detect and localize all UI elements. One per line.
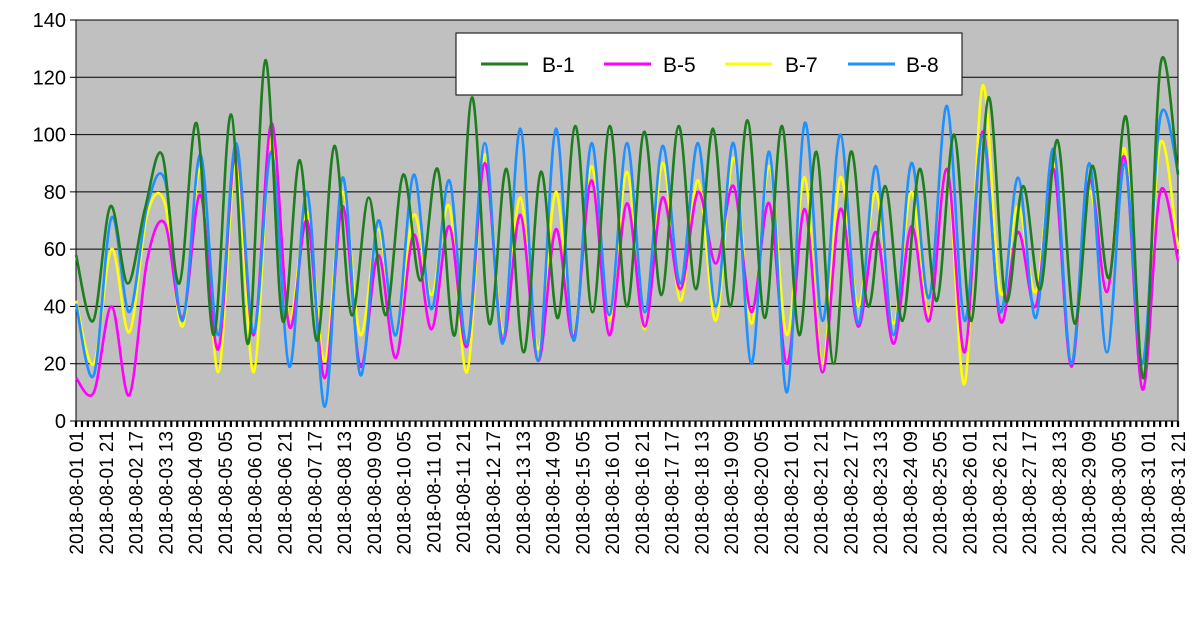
x-tick-label: 2018-08-23 13 xyxy=(871,431,892,555)
x-tick-label: 2018-08-16 01 xyxy=(603,431,624,555)
legend-label-b7: B-7 xyxy=(785,54,818,77)
legend-label-b1: B-1 xyxy=(542,54,575,77)
series-line-b-1 xyxy=(74,56,1180,380)
x-tick-label: 2018-08-02 17 xyxy=(127,431,148,555)
y-tick-label: 40 xyxy=(44,296,66,318)
x-tick-label: 2018-08-08 13 xyxy=(335,431,356,555)
x-tick-label: 2018-08-29 09 xyxy=(1080,431,1101,555)
x-tick-label: 2018-08-05 05 xyxy=(216,431,237,555)
x-tick-label: 2018-08-10 05 xyxy=(395,431,416,555)
y-tick-label: 120 xyxy=(33,67,66,89)
y-tick-label: 140 xyxy=(33,10,66,32)
x-tick-label: 2018-08-20 05 xyxy=(752,431,773,555)
x-tick-label: 2018-08-14 09 xyxy=(544,431,565,555)
x-axis: 2018-08-01 01 2018-08-01 21 2018-08-02 17 2… xyxy=(67,421,1190,555)
x-tick-label: 2018-08-12 17 xyxy=(484,431,505,555)
x-tick-label: 2018-08-01 01 xyxy=(67,431,88,555)
series-line-b-8 xyxy=(74,104,1180,409)
x-tick-label: 2018-08-26 01 xyxy=(961,431,982,555)
y-tick-label: 60 xyxy=(44,239,66,261)
y-tick-label: 80 xyxy=(44,182,66,204)
x-tick-label: 2018-08-03 13 xyxy=(156,431,177,555)
series-lines xyxy=(74,56,1180,409)
x-tick-label: 2018-08-25 05 xyxy=(931,431,952,555)
y-tick-label: 20 xyxy=(44,354,66,376)
legend-label-b5: B-5 xyxy=(663,54,696,77)
x-tick-label: 2018-08-18 13 xyxy=(693,431,714,555)
x-tick-label: 2018-08-13 13 xyxy=(514,431,535,555)
x-tick-label: 2018-08-24 09 xyxy=(901,431,922,555)
x-tick-label: 2018-08-15 05 xyxy=(573,431,594,555)
x-tick-label: 2018-08-04 09 xyxy=(186,431,207,555)
x-tick-label: 2018-08-31 01 xyxy=(1139,431,1160,555)
x-tick-label: 2018-08-11 01 xyxy=(424,431,445,553)
legend-label-b8: B-8 xyxy=(906,54,939,77)
x-tick-label: 2018-08-21 01 xyxy=(782,431,803,555)
x-tick-label: 2018-08-28 13 xyxy=(1050,431,1071,555)
x-tick-label: 2018-08-06 01 xyxy=(246,431,267,555)
x-tick-label: 2018-08-22 17 xyxy=(841,431,862,555)
legend: B-1 B-5 B-7 B-8 xyxy=(455,32,963,96)
x-tick-label: 2018-08-07 17 xyxy=(305,431,326,555)
x-tick-label: 2018-08-06 21 xyxy=(276,431,297,555)
x-tick-label: 2018-08-11 21 xyxy=(454,431,475,553)
x-tick-label: 2018-08-31 21 xyxy=(1169,431,1190,555)
x-tick-label: 2018-08-01 21 xyxy=(97,431,118,555)
x-tick-label: 2018-08-26 21 xyxy=(990,431,1011,555)
x-tick-label: 2018-08-21 21 xyxy=(812,431,833,555)
x-tick-label: 2018-08-30 05 xyxy=(1109,431,1130,555)
x-tick-label: 2018-08-16 21 xyxy=(633,431,654,555)
x-tick-label: 2018-08-17 17 xyxy=(663,431,684,555)
y-tick-label: 0 xyxy=(55,411,66,433)
y-tick-label: 100 xyxy=(33,125,66,147)
y-axis: 0 20 40 60 80 100 120 140 xyxy=(33,10,76,433)
x-tick-label: 2018-08-27 17 xyxy=(1020,431,1041,555)
x-tick-label: 2018-08-19 09 xyxy=(722,431,743,555)
x-tick-label: 2018-08-09 09 xyxy=(365,431,386,555)
x-tick-marks xyxy=(74,421,1180,427)
